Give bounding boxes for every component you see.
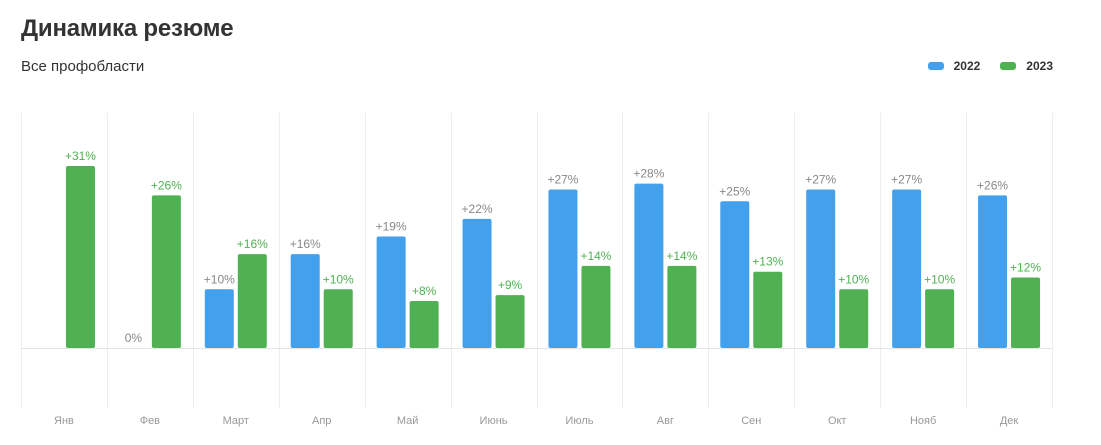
bar-2022-Авг <box>634 183 664 348</box>
x-tick-label-Фев: Фев <box>140 415 160 427</box>
data-label-2023-Дек: +12% <box>1010 261 1041 275</box>
data-label-2022-Фев: 0% <box>125 331 143 345</box>
x-tick-label-Сен: Сен <box>741 415 761 427</box>
x-tick-label-Окт: Окт <box>828 415 847 427</box>
bar-2023-Апр <box>323 289 353 348</box>
x-tick-label-Дек: Дек <box>1000 415 1019 427</box>
bar-2023-Фев <box>151 195 181 348</box>
data-label-2022-Март: +10% <box>204 272 235 286</box>
data-label-2022-Июль: +27% <box>547 173 578 187</box>
legend-swatch-2022 <box>927 62 944 70</box>
bar-2022-Окт <box>806 189 836 348</box>
x-tick-label-Июль: Июль <box>565 415 593 427</box>
x-tick-label-Апр: Апр <box>312 415 331 427</box>
bar-2023-Май <box>409 301 439 348</box>
legend-swatch-2023 <box>1000 62 1017 70</box>
x-tick-label-Май: Май <box>397 415 419 427</box>
bar-2023-Март <box>237 254 267 348</box>
x-tick-label-Март: Март <box>223 415 249 427</box>
bar-2023-Июнь <box>495 295 525 348</box>
legend-item-2022[interactable]: 2022 <box>927 59 981 73</box>
x-tick-label-Июнь: Июнь <box>480 415 508 427</box>
chart-legend: 2022 2023 <box>927 59 1053 73</box>
data-label-2023-Авг: +14% <box>666 249 697 263</box>
data-label-2023-Март: +16% <box>237 237 268 251</box>
legend-label-2022: 2022 <box>953 59 981 73</box>
legend-item-2023[interactable]: 2023 <box>1000 59 1053 73</box>
data-label-2023-Окт: +10% <box>838 272 869 286</box>
data-label-2023-Нояб: +10% <box>924 272 955 286</box>
bar-2022-Дек <box>978 195 1008 348</box>
bar-2022-Март <box>204 289 234 348</box>
bar-2022-Нояб <box>892 189 922 348</box>
bar-2022-Сен <box>720 201 750 348</box>
x-tick-label-Авг: Авг <box>657 415 674 427</box>
bar-2022-Июнь <box>462 218 492 348</box>
data-label-2022-Июнь: +22% <box>462 202 493 216</box>
data-label-2023-Июнь: +9% <box>498 278 523 292</box>
bar-2023-Нояб <box>925 289 955 348</box>
x-tick-label-Янв: Янв <box>54 415 74 427</box>
legend-label-2023: 2023 <box>1026 59 1053 73</box>
data-label-2022-Апр: +16% <box>290 237 321 251</box>
data-label-2023-Янв: +31% <box>65 149 96 163</box>
data-label-2023-Фев: +26% <box>151 178 182 192</box>
bar-2023-Авг <box>667 265 697 348</box>
data-label-2022-Сен: +25% <box>719 184 750 198</box>
chart-subtitle: Все профобласти <box>21 58 145 75</box>
data-label-2023-Июль: +14% <box>580 249 611 263</box>
bar-2022-Май <box>376 236 406 348</box>
bar-2023-Дек <box>1011 277 1041 348</box>
data-label-2023-Май: +8% <box>412 284 437 298</box>
data-label-2022-Май: +19% <box>376 219 407 233</box>
bar-2023-Июль <box>581 265 611 348</box>
bar-2023-Сен <box>753 271 783 348</box>
bar-2023-Янв <box>65 166 95 348</box>
chart-title: Динамика резюме <box>21 15 234 42</box>
bar-2022-Апр <box>290 254 320 348</box>
data-label-2022-Дек: +26% <box>977 178 1008 192</box>
data-label-2023-Сен: +13% <box>752 255 783 269</box>
data-label-2023-Апр: +10% <box>323 272 354 286</box>
bar-2022-Июль <box>548 189 578 348</box>
bar-2023-Окт <box>839 289 869 348</box>
data-label-2022-Окт: +27% <box>805 173 836 187</box>
x-tick-label-Нояб: Нояб <box>910 415 936 427</box>
data-label-2022-Авг: +28% <box>633 167 664 181</box>
data-label-2022-Нояб: +27% <box>891 173 922 187</box>
